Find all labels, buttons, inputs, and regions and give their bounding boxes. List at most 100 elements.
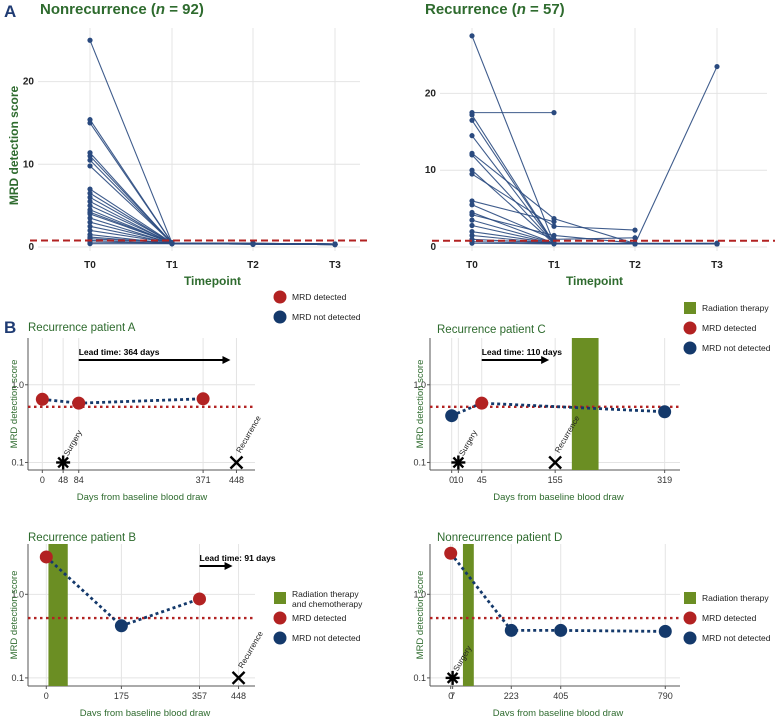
data-point — [87, 153, 93, 159]
chart-title: Recurrence patient B — [28, 532, 136, 544]
legend-swatch-detected — [683, 321, 697, 335]
legend-swatch-detected — [273, 290, 287, 304]
x-tick-label: 7 — [450, 691, 455, 701]
legend-label: Radiation therapy — [702, 303, 769, 313]
mrd-not-detected-point — [554, 623, 568, 637]
x-tick-label: T0 — [466, 260, 478, 271]
chart-title: Nonrecurrence patient D — [437, 532, 562, 544]
x-tick-label: 0 — [448, 691, 453, 701]
mrd-not-detected-point — [658, 624, 672, 638]
data-point — [469, 212, 475, 218]
legend-label: MRD detected — [292, 292, 347, 302]
mrd-not-detected-point — [114, 619, 128, 633]
x-tick-label: 448 — [231, 691, 246, 701]
chart-title: Recurrence patient A — [28, 322, 136, 334]
spaghetti-chart-nonrecurrence: Nonrecurrence (n = 92) 0 10 20 T0 T1 T2 T3 Timep… — [7, 1, 368, 288]
surgery-label: Surgery — [62, 429, 84, 458]
y-tick-label: 0 — [28, 242, 34, 253]
legend-label: MRD detected — [702, 323, 757, 333]
data-point — [714, 63, 720, 70]
x-tick-label: 790 — [658, 691, 673, 701]
data-point — [632, 241, 638, 247]
y-tick-label: 0.1 — [413, 673, 426, 683]
x-tick-label: 0 — [40, 475, 45, 485]
panel-label-a: A — [4, 2, 16, 21]
x-tick-label: 223 — [504, 691, 519, 701]
legend-swatch-not-detected — [683, 341, 697, 355]
legend-label: MRD not detected — [292, 633, 361, 643]
data-point — [469, 171, 475, 177]
legend-swatch-radiation — [274, 592, 286, 604]
x-axis-label: Days from baseline blood draw — [77, 492, 208, 503]
patient-timeline-chart: Recurrence patient C 0.1 1.0 0 10 45 155 319 Day… — [413, 302, 771, 503]
y-axis-label: MRD detection score — [7, 85, 21, 205]
data-point — [87, 190, 93, 196]
x-tick-label: 357 — [192, 691, 207, 701]
lead-time-arrowhead — [224, 562, 233, 570]
surgery-marker — [446, 672, 459, 684]
mrd-detected-point — [35, 392, 49, 406]
series-line — [90, 243, 336, 246]
y-tick-label: 0 — [430, 242, 436, 253]
recurrence-marker — [229, 455, 244, 470]
x-tick-label: 175 — [114, 691, 129, 701]
x-axis-label: Days from baseline blood draw — [493, 708, 624, 716]
y-tick-label: 10 — [23, 159, 35, 170]
y-tick-label: 20 — [23, 77, 35, 88]
data-point — [87, 120, 93, 126]
y-tick-label: 1.0 — [11, 380, 24, 390]
legend-label: Radiation therapy — [702, 593, 769, 603]
x-tick-label: 319 — [657, 475, 672, 485]
series-line — [471, 35, 717, 245]
data-point — [469, 152, 475, 158]
x-tick-label: 405 — [553, 691, 568, 701]
lead-time-label: Lead time: 364 days — [79, 347, 160, 357]
mrd-detected-point — [196, 392, 210, 406]
data-point — [469, 232, 475, 239]
legend-swatch-not-detected — [273, 310, 287, 324]
x-axis-label: Days from baseline blood draw — [493, 492, 624, 503]
x-tick-label: 48 — [58, 475, 68, 485]
mrd-detected-point — [39, 550, 53, 564]
data-point — [87, 163, 93, 169]
patient-timeline-chart: Recurrence patient B 0.1 1.0 0 175 357 448 Days… — [9, 532, 363, 716]
data-point — [169, 240, 175, 246]
x-tick-label: 448 — [229, 475, 244, 485]
x-tick-label: 10 — [453, 475, 463, 485]
mrd-not-detected-point — [445, 409, 459, 423]
data-point — [87, 223, 93, 229]
x-tick-label: T0 — [84, 260, 96, 271]
x-tick-label: T1 — [166, 260, 178, 271]
mrd-not-detected-point — [658, 405, 672, 419]
x-tick-label: 45 — [477, 475, 487, 485]
data-point — [469, 117, 475, 123]
data-point — [551, 223, 557, 229]
y-axis-label: MRD detection score — [9, 571, 20, 660]
legend-label: and chemotherapy — [292, 599, 363, 609]
x-tick-label: 155 — [548, 475, 563, 485]
y-axis-label: MRD detection score — [415, 571, 426, 660]
mrd-not-detected-point — [504, 623, 518, 637]
panel-label-b: B — [4, 318, 16, 337]
data-point — [87, 198, 93, 205]
y-tick-label: 20 — [425, 88, 437, 99]
data-point — [469, 240, 475, 246]
y-axis-label: MRD detection score — [9, 360, 20, 449]
x-tick-label: T1 — [548, 260, 560, 271]
recurrence-marker — [231, 671, 246, 685]
recurrence-label: Recurrence — [236, 629, 265, 670]
surgery-label: Surgery — [457, 429, 479, 458]
data-point — [332, 241, 338, 247]
x-tick-label: 0 — [449, 475, 454, 485]
data-point — [87, 186, 93, 192]
data-point — [551, 241, 557, 247]
data-point — [469, 133, 475, 139]
x-tick-label: T2 — [247, 260, 259, 271]
mrd-detected-point — [193, 592, 207, 606]
legend-label: Radiation therapy — [292, 589, 359, 599]
series-line — [89, 211, 336, 245]
data-point — [551, 219, 557, 225]
legend-label: MRD not detected — [292, 312, 361, 322]
y-tick-label: 1.0 — [413, 589, 426, 599]
